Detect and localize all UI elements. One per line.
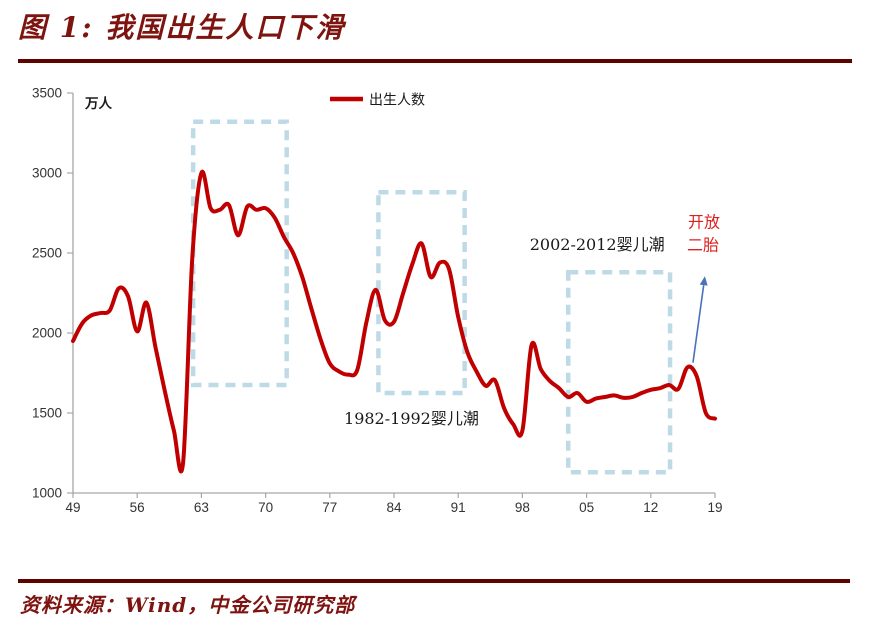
annotation-label: 2002-2012婴儿潮	[530, 235, 665, 254]
x-tick-label: 91	[451, 500, 466, 515]
x-tick-label: 19	[707, 500, 722, 515]
y-tick-label: 1500	[32, 406, 62, 421]
source-note: 资料来源：Wind，中金公司研究部	[20, 593, 356, 617]
annotation-label: 1982-1992婴儿潮	[344, 409, 479, 428]
x-tick-label: 77	[322, 500, 337, 515]
y-tick-label: 1000	[32, 486, 62, 501]
y-tick-label: 2500	[32, 246, 62, 261]
y-tick-label: 3000	[32, 166, 62, 181]
x-tick-label: 56	[130, 500, 145, 515]
x-tick-label: 98	[515, 500, 530, 515]
1982-1992-baby-boom-box	[376, 189, 467, 396]
x-tick-label: 05	[579, 500, 594, 515]
growth-arrow-shaft	[692, 285, 705, 363]
axes	[72, 93, 715, 494]
x-tick-label: 70	[258, 500, 273, 515]
legend-label: 出生人数	[369, 92, 425, 108]
birth-count-series-line	[71, 169, 717, 474]
footer-rule	[18, 579, 850, 583]
2002-2012-baby-boom-box	[566, 269, 673, 475]
figure-title: 图 1: 我国出生人口下滑	[18, 11, 346, 44]
y-tick-label: 2000	[32, 326, 62, 341]
y-tick-label: 3500	[32, 86, 62, 101]
growth-arrow-head	[699, 276, 708, 286]
x-tick-label: 49	[65, 500, 80, 515]
x-tick-label: 12	[643, 500, 658, 515]
x-tick-label: 63	[194, 500, 209, 515]
y-unit-label: 万人	[84, 96, 112, 111]
title-underline-rule	[18, 59, 852, 63]
annotation-label: 二胎	[687, 236, 719, 255]
annotation-label: 开放	[688, 212, 720, 231]
x-tick-label: 84	[386, 500, 402, 515]
1963-1970-baby-boom-box	[190, 119, 289, 388]
